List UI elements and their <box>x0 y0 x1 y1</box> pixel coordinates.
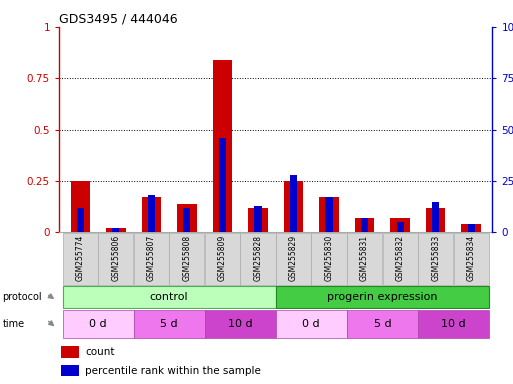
Bar <box>432 202 439 232</box>
Bar <box>355 218 374 232</box>
Bar <box>241 233 275 285</box>
Bar <box>98 233 133 285</box>
Bar <box>347 233 382 285</box>
Text: percentile rank within the sample: percentile rank within the sample <box>85 366 261 376</box>
Bar <box>219 138 226 232</box>
Bar <box>177 204 196 232</box>
Bar <box>142 197 161 232</box>
Text: GSM255829: GSM255829 <box>289 235 298 281</box>
Text: 5 d: 5 d <box>373 319 391 329</box>
Bar <box>61 365 78 376</box>
Text: 10 d: 10 d <box>441 319 466 329</box>
Bar <box>148 195 155 232</box>
Bar <box>61 346 78 358</box>
Text: GSM255830: GSM255830 <box>325 235 333 281</box>
Bar <box>383 233 418 285</box>
Bar <box>63 286 276 308</box>
Text: 5 d: 5 d <box>161 319 178 329</box>
Bar <box>276 286 489 308</box>
Bar <box>248 208 268 232</box>
Bar <box>418 233 453 285</box>
Bar <box>77 208 84 232</box>
Bar <box>134 233 169 285</box>
Text: GSM255809: GSM255809 <box>218 235 227 281</box>
Bar <box>63 310 133 338</box>
Bar <box>276 233 311 285</box>
Text: GDS3495 / 444046: GDS3495 / 444046 <box>59 13 177 26</box>
Text: GSM255806: GSM255806 <box>111 235 121 281</box>
Bar <box>169 233 205 285</box>
Text: GSM255834: GSM255834 <box>467 235 476 281</box>
Text: GSM255807: GSM255807 <box>147 235 156 281</box>
Bar <box>468 224 475 232</box>
Text: GSM255774: GSM255774 <box>76 235 85 281</box>
Bar <box>133 310 205 338</box>
Text: count: count <box>85 347 114 357</box>
Bar <box>254 205 262 232</box>
Bar <box>183 208 190 232</box>
Bar <box>426 208 445 232</box>
Text: GSM255833: GSM255833 <box>431 235 440 281</box>
Bar <box>311 233 347 285</box>
Bar <box>205 310 276 338</box>
Bar <box>361 218 368 232</box>
Text: GSM255831: GSM255831 <box>360 235 369 281</box>
Text: GSM255828: GSM255828 <box>253 235 263 281</box>
Bar <box>63 233 98 285</box>
Bar <box>325 197 332 232</box>
Bar <box>418 310 489 338</box>
Bar <box>276 310 347 338</box>
Text: GSM255832: GSM255832 <box>396 235 405 281</box>
Bar <box>290 175 297 232</box>
Text: control: control <box>150 292 188 302</box>
Text: 10 d: 10 d <box>228 319 252 329</box>
Text: progerin expression: progerin expression <box>327 292 438 302</box>
Bar <box>106 228 126 232</box>
Bar <box>347 310 418 338</box>
Bar <box>390 218 410 232</box>
Bar <box>284 181 303 232</box>
Bar <box>112 228 120 232</box>
Bar <box>213 60 232 232</box>
Text: time: time <box>3 319 25 329</box>
Text: GSM255808: GSM255808 <box>183 235 191 281</box>
Text: 0 d: 0 d <box>89 319 107 329</box>
Bar <box>461 224 481 232</box>
Bar <box>453 233 489 285</box>
Bar <box>319 197 339 232</box>
Text: protocol: protocol <box>3 292 42 302</box>
Bar <box>71 181 90 232</box>
Text: 0 d: 0 d <box>303 319 320 329</box>
Bar <box>397 222 404 232</box>
Bar <box>205 233 240 285</box>
